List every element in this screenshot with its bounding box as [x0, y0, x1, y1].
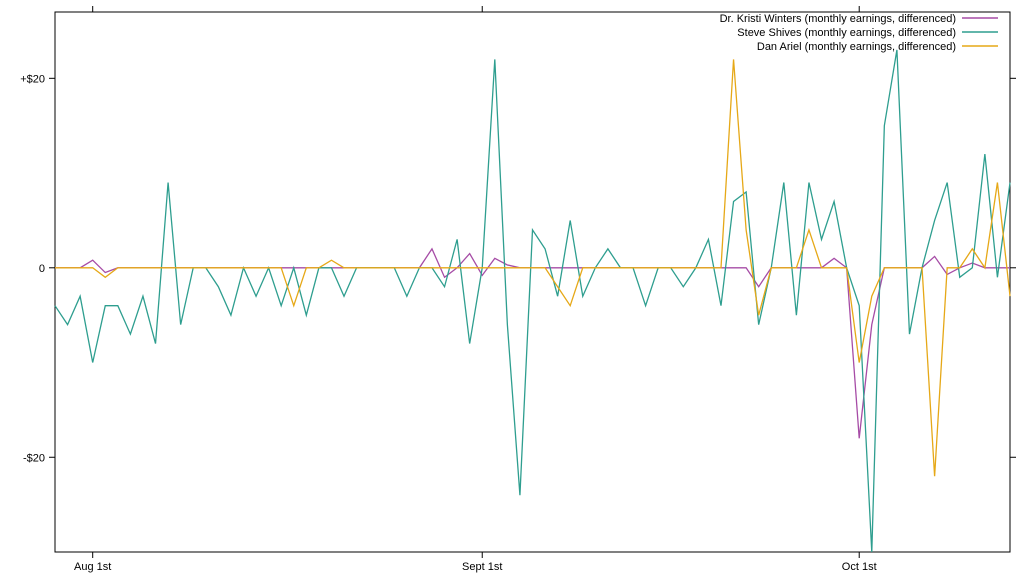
y-tick-label: 0: [39, 263, 45, 275]
legend-label: Dr. Kristi Winters (monthly earnings, di…: [720, 13, 956, 25]
timeseries-chart: -$20 0 +$20 Aug 1st Sept 1st Oct 1st Dr. Krist…: [0, 0, 1024, 576]
x-tick-label: Sept 1st: [462, 561, 502, 573]
y-tick-label: +$20: [20, 73, 45, 85]
x-tick-label: Aug 1st: [74, 561, 111, 573]
legend-label: Dan Ariel (monthly earnings, differenced…: [757, 41, 956, 53]
y-tick-label: -$20: [23, 452, 45, 464]
legend-label: Steve Shives (monthly earnings, differen…: [737, 27, 956, 39]
x-tick-label: Oct 1st: [842, 561, 877, 573]
